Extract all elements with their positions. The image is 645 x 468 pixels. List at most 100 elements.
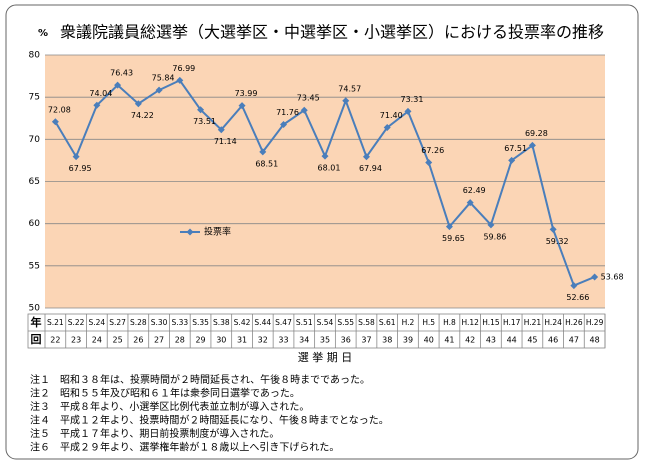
- data-label: 69.28: [525, 129, 548, 138]
- x-tick-label: S.21: [47, 318, 64, 327]
- x-tick-label: S.51: [296, 318, 313, 327]
- round-label: 30: [216, 336, 226, 345]
- x-tick-label: H.26: [565, 318, 583, 327]
- marker: [425, 158, 433, 166]
- x-tick-label: H.8: [443, 318, 456, 327]
- data-label: 52.66: [566, 293, 589, 302]
- row-header: 回: [31, 332, 42, 346]
- data-label: 67.51: [504, 144, 527, 153]
- x-tick-label: S.55: [337, 318, 354, 327]
- x-tick-label: H.17: [503, 318, 521, 327]
- note: 注６ 平成２９年より、選挙権年齢が１８歳以上へ引き下げられた。: [30, 441, 339, 454]
- marker: [342, 97, 350, 105]
- marker: [238, 102, 246, 110]
- chart-title: 衆議院議員総選挙（大選挙区・中選挙区・小選挙区）における投票率の推移: [60, 23, 604, 42]
- note: 注２ 昭和５５年及び昭和６１年は衆参同日選挙であった。: [30, 387, 300, 400]
- round-label: 37: [361, 336, 371, 345]
- round-label: 38: [382, 336, 392, 345]
- x-axis-label: 選 挙 期 日: [298, 351, 353, 364]
- x-tick-label: S.58: [358, 318, 375, 327]
- data-label: 62.49: [463, 186, 486, 195]
- marker: [300, 106, 308, 114]
- x-tick-label: H.5: [422, 318, 435, 327]
- data-label: 73.45: [297, 94, 320, 103]
- round-label: 32: [258, 336, 268, 345]
- note: 注３ 平成８年より、小選挙区比例代表並立制が導入された。: [30, 400, 309, 413]
- data-label: 71.76: [276, 108, 299, 117]
- note: 注１ 昭和３８年は、投票時間が２時間延長され、午後８時までであった。: [30, 373, 370, 386]
- x-tick-label: S.47: [275, 318, 292, 327]
- y-tick-label: 55: [29, 261, 40, 271]
- data-label: 76.99: [172, 64, 195, 73]
- note: 注４ 平成１２年より、投票時間が２時間延長になり、午後８時までとなった。: [30, 414, 389, 427]
- data-label: 67.95: [69, 164, 92, 173]
- marker: [487, 221, 495, 229]
- x-tick-label: H.21: [524, 318, 542, 327]
- x-tick-label: S.35: [192, 318, 209, 327]
- y-axis-label: %: [38, 28, 48, 39]
- data-label: 76.43: [110, 69, 133, 78]
- round-label: 29: [195, 336, 205, 345]
- round-label: 26: [133, 336, 143, 345]
- round-label: 46: [548, 336, 558, 345]
- round-label: 42: [465, 336, 475, 345]
- data-label: 74.22: [131, 111, 154, 120]
- x-tick-label: S.28: [130, 318, 147, 327]
- x-tick-label: S.30: [151, 318, 168, 327]
- legend-marker: [186, 228, 194, 236]
- data-label: 73.51: [193, 117, 216, 126]
- marker: [280, 120, 288, 128]
- x-tick-label: S.42: [234, 318, 251, 327]
- data-label: 68.51: [255, 159, 278, 168]
- x-tick-label: S.22: [68, 318, 85, 327]
- marker: [321, 152, 329, 160]
- data-label: 71.40: [380, 111, 403, 120]
- marker: [217, 126, 225, 134]
- data-label: 75.84: [152, 74, 175, 83]
- data-label: 53.68: [601, 272, 624, 281]
- marker: [93, 101, 101, 109]
- data-label: 73.31: [401, 95, 424, 104]
- data-label: 71.14: [214, 137, 237, 146]
- marker: [362, 153, 370, 161]
- marker: [591, 273, 599, 281]
- marker: [134, 100, 142, 108]
- y-tick-label: 75: [29, 93, 40, 103]
- data-label: 72.08: [48, 105, 71, 114]
- marker: [570, 282, 578, 290]
- marker: [51, 118, 59, 126]
- y-tick-label: 70: [29, 135, 41, 145]
- y-tick-label: 60: [29, 219, 41, 229]
- x-tick-label: S.54: [317, 318, 334, 327]
- round-label: 22: [50, 336, 60, 345]
- x-tick-label: H.12: [461, 318, 479, 327]
- data-label: 59.65: [442, 234, 465, 243]
- marker: [445, 223, 453, 231]
- x-tick-label: S.61: [379, 318, 396, 327]
- round-label: 27: [154, 336, 164, 345]
- row-header: 年: [31, 315, 42, 329]
- marker: [549, 225, 557, 233]
- round-label: 28: [175, 336, 185, 345]
- x-tick-label: S.44: [254, 318, 271, 327]
- marker: [528, 141, 536, 149]
- round-label: 39: [403, 336, 413, 345]
- marker: [197, 106, 205, 114]
- data-label: 67.94: [359, 164, 382, 173]
- data-label: 67.26: [421, 146, 444, 155]
- marker: [383, 124, 391, 132]
- round-label: 33: [278, 336, 288, 345]
- data-label: 68.01: [318, 164, 341, 173]
- x-tick-label: H.15: [482, 318, 500, 327]
- y-tick-label: 50: [29, 304, 41, 314]
- data-label: 59.86: [483, 232, 506, 241]
- x-tick-label: H.24: [544, 318, 562, 327]
- note: 注５ 平成１７年より、期日前投票制度が導入された。: [30, 427, 279, 440]
- y-tick-label: 65: [29, 177, 40, 187]
- round-label: 31: [237, 336, 247, 345]
- marker: [155, 86, 163, 94]
- round-label: 35: [320, 336, 330, 345]
- marker: [72, 153, 80, 161]
- marker: [176, 76, 184, 84]
